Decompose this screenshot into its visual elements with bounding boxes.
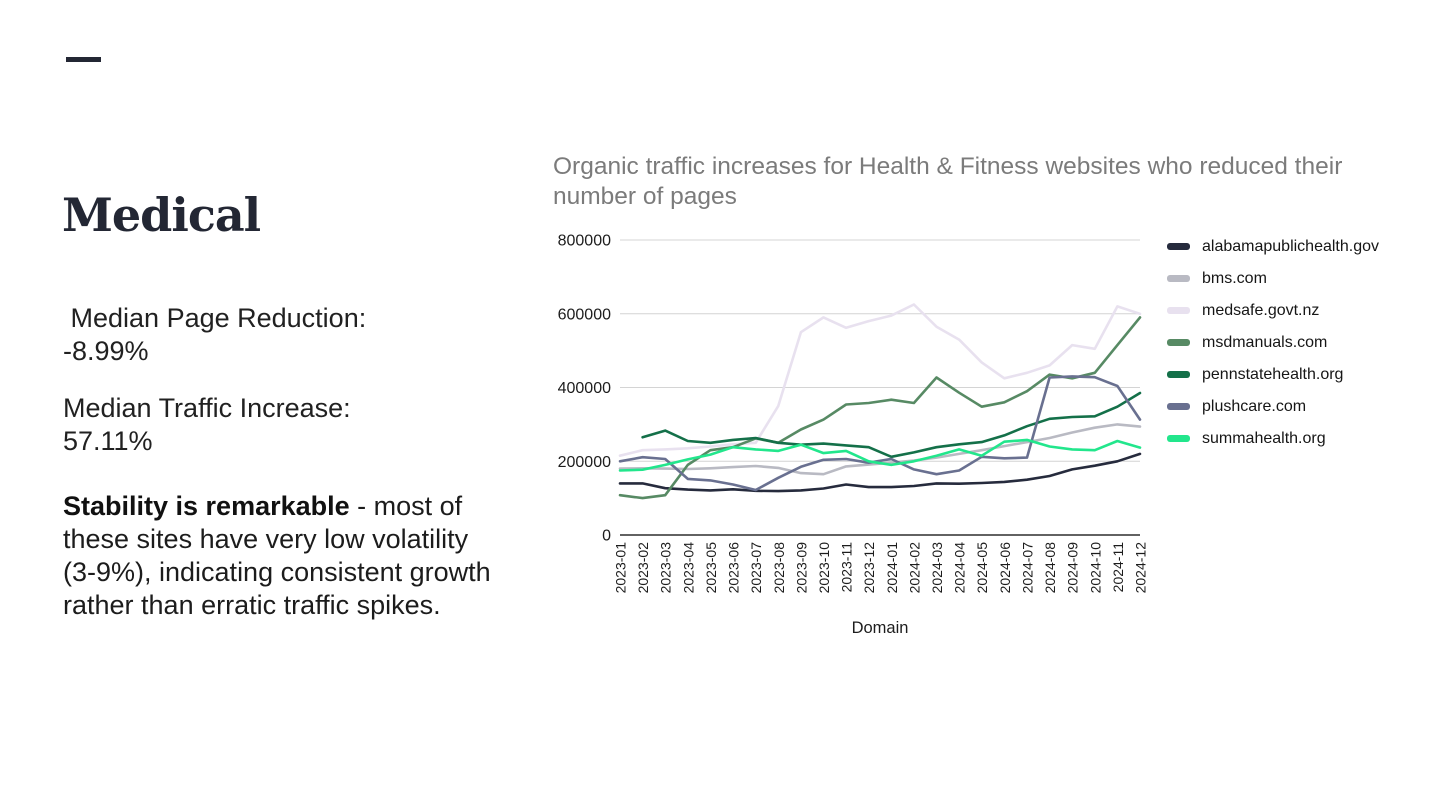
insight-rest: - most of these sites have very low vola… [63, 491, 491, 620]
series-line-summahealth.org [618, 438, 1142, 472]
x-axis-tick: 2024-06 [997, 542, 1013, 594]
x-axis-tick: 2024-02 [906, 542, 922, 594]
x-axis-tick: 2023-03 [658, 542, 674, 594]
legend-label: summahealth.org [1202, 430, 1326, 447]
x-axis-tick: 2024-10 [1087, 542, 1103, 594]
legend-label: medsafe.govt.nz [1202, 302, 1320, 319]
stat-page-reduction: Median Page Reduction: -8.99% [63, 302, 503, 368]
y-axis-tick: 0 [602, 528, 611, 545]
x-axis-title: Domain [852, 619, 909, 637]
x-axis-tick: 2023-07 [748, 542, 764, 594]
legend-item: medsafe.govt.nz [1167, 301, 1379, 320]
series-line-plushcare.com [618, 375, 1142, 492]
series-line-medsafe.govt.nz [618, 303, 1142, 457]
legend-swatch [1167, 275, 1190, 282]
x-axis-tick: 2023-10 [816, 542, 832, 594]
stat-label: Median Traffic Increase: [63, 393, 351, 423]
title-dash [66, 57, 101, 62]
series-line-msdmanuals.com [618, 316, 1142, 500]
legend-item: bms.com [1167, 269, 1379, 288]
legend-item: msdmanuals.com [1167, 333, 1379, 352]
series-line-pennstatehealth.org [641, 391, 1142, 459]
series-line-alabamapublichealth.gov [618, 452, 1142, 493]
x-axis-tick: 2023-12 [861, 542, 877, 594]
x-axis-tick: 2023-08 [771, 542, 787, 594]
x-axis-tick: 2023-06 [726, 542, 742, 594]
legend-label: msdmanuals.com [1202, 334, 1328, 351]
y-axis-tick: 800000 [558, 233, 611, 250]
insight-text: Stability is remarkable - most of these … [63, 490, 493, 622]
x-axis-tick: 2024-07 [1019, 542, 1035, 594]
x-axis-tick: 2023-05 [703, 542, 719, 594]
legend-swatch [1167, 307, 1190, 314]
legend-item: pennstatehealth.org [1167, 365, 1379, 384]
y-axis-tick: 600000 [558, 306, 611, 323]
stat-value: -8.99% [63, 336, 149, 366]
legend-item: summahealth.org [1167, 429, 1379, 448]
x-axis-tick: 2024-03 [929, 542, 945, 594]
page-title: Medical [62, 188, 261, 242]
y-axis-tick: 200000 [558, 454, 611, 471]
legend-item: alabamapublichealth.gov [1167, 237, 1379, 256]
y-axis-tick: 400000 [558, 380, 611, 397]
stat-value: 57.11% [63, 426, 153, 456]
legend-label: bms.com [1202, 270, 1267, 287]
x-axis-tick: 2023-04 [680, 542, 696, 594]
stat-traffic-increase: Median Traffic Increase: 57.11% [63, 392, 503, 458]
stat-label: Median Page Reduction: [63, 303, 367, 333]
legend-swatch [1167, 243, 1190, 250]
x-axis-tick: 2023-02 [635, 542, 651, 594]
line-chart: 0 200000 400000 600000 800000 2023-01 2023-02 2… [558, 233, 1149, 638]
x-axis-tick: 2024-11 [1110, 542, 1126, 593]
x-axis-tick: 2024-01 [884, 542, 900, 594]
legend-label: pennstatehealth.org [1202, 366, 1344, 383]
legend-swatch [1167, 339, 1190, 346]
legend-swatch [1167, 403, 1190, 410]
x-axis-tick: 2024-04 [952, 542, 968, 594]
legend-swatch [1167, 435, 1190, 442]
x-axis-tick: 2024-12 [1133, 542, 1149, 594]
x-axis-tick: 2023-09 [793, 542, 809, 594]
x-axis-tick: 2024-05 [974, 542, 990, 594]
insight-lead: Stability is remarkable [63, 491, 350, 521]
x-axis-tick: 2023-11 [839, 542, 855, 593]
legend-item: plushcare.com [1167, 397, 1379, 416]
legend-label: plushcare.com [1202, 398, 1307, 415]
x-axis-tick: 2024-08 [1042, 542, 1058, 594]
x-axis-tick: 2024-09 [1065, 542, 1081, 594]
chart-legend: alabamapublichealth.gov bms.com medsafe.go… [1167, 237, 1379, 461]
legend-swatch [1167, 371, 1190, 378]
x-axis-tick: 2023-01 [613, 542, 629, 594]
chart-title: Organic traffic increases for Health & F… [553, 153, 1343, 210]
legend-label: alabamapublichealth.gov [1202, 238, 1380, 255]
